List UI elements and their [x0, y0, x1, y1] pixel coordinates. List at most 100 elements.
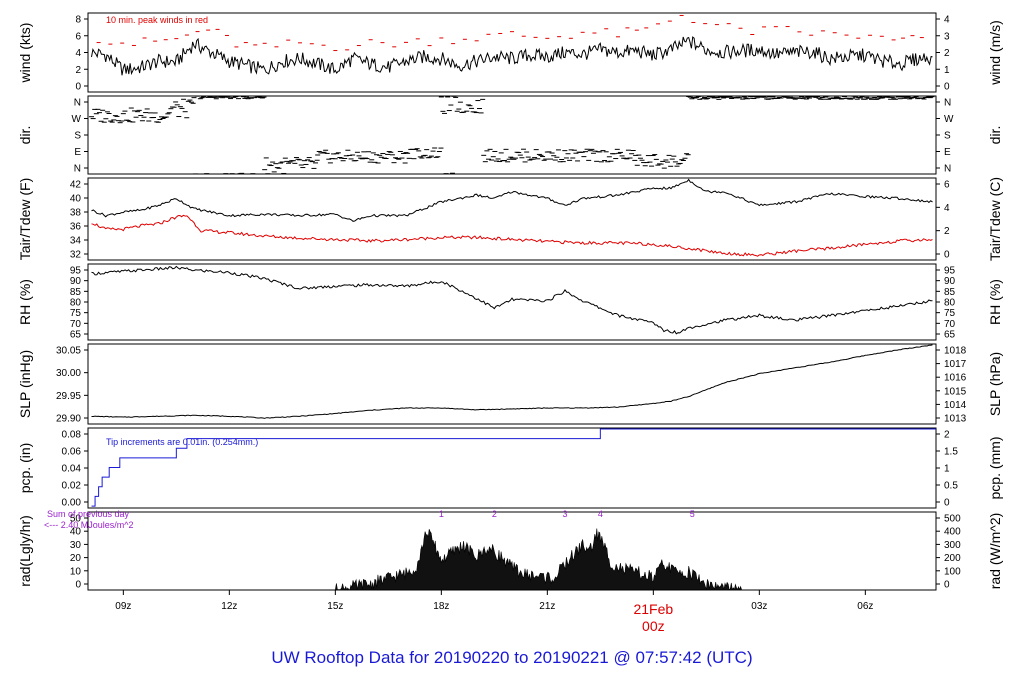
panel-frame	[87, 263, 937, 341]
series-line-slp	[91, 344, 933, 419]
annotation-tip-increments: Tip increments are 0.01in. (0.254mm.)	[106, 437, 258, 447]
y-axis-label: dir.	[987, 126, 1003, 145]
y-tick-label: 0.06	[62, 447, 82, 458]
y-tick-label: 0	[944, 580, 950, 591]
x-tick-label: 03z	[751, 601, 767, 612]
y-tick-label: 70	[944, 319, 956, 330]
y-axis-label: Tair/Tdew (C)	[987, 177, 1003, 261]
y-tick-label: 40	[70, 194, 82, 205]
y-tick-label: N	[74, 164, 81, 175]
y-tick-label: 6	[75, 31, 81, 42]
y-axis-label: wind (kts)	[17, 23, 33, 84]
y-tick-label: 100	[944, 566, 961, 577]
y-tick-label: 30.05	[56, 346, 81, 357]
y-tick-label: 8	[75, 15, 81, 26]
y-tick-label: 6	[944, 180, 950, 191]
y-tick-label: 85	[944, 287, 956, 298]
y-tick-label: 90	[70, 276, 82, 287]
y-tick-label: 2	[944, 226, 950, 237]
y-tick-label: N	[944, 164, 951, 175]
panel-pcp: 0.08 0.06 0.04 0.02 0.00 2 1.5 1 0.5 0 pcp. (in) pc…	[17, 427, 1003, 509]
radiation-marker-label: 2	[492, 509, 497, 519]
y-tick-label: 90	[944, 276, 956, 287]
y-tick-label: 1018	[944, 346, 967, 357]
y-tick-label: 80	[944, 298, 956, 309]
y-axis-label: pcp. (in)	[17, 443, 33, 494]
y-axis-label: dir.	[17, 126, 33, 145]
series-line-tdew	[91, 214, 933, 257]
y-tick-label: 0	[944, 250, 950, 261]
y-tick-label: 4	[75, 48, 81, 59]
y-tick-label: 400	[944, 527, 961, 538]
y-tick-label: N	[944, 98, 951, 109]
panel-frame	[87, 95, 937, 175]
y-tick-label: 65	[944, 330, 956, 341]
y-tick-label: 70	[70, 319, 82, 330]
y-tick-label: 50	[70, 514, 82, 525]
y-tick-label: 2	[944, 48, 950, 59]
x-tick-label: 06z	[857, 601, 873, 612]
y-tick-label: 29.95	[56, 391, 81, 402]
series-line-wind	[91, 36, 933, 76]
y-axis-label: SLP (inHg)	[17, 350, 33, 418]
y-tick-label: 1013	[944, 414, 967, 425]
y-tick-label: 38	[70, 208, 82, 219]
y-tick-label: 75	[70, 308, 82, 319]
y-tick-label: 1017	[944, 359, 967, 370]
y-tick-label: 42	[70, 180, 82, 191]
y-tick-label: 4	[944, 203, 950, 214]
y-tick-label: 1015	[944, 386, 967, 397]
y-tick-label: 200	[944, 553, 961, 564]
y-tick-label: N	[74, 98, 81, 109]
y-tick-label: 1014	[944, 400, 967, 411]
x-tick-label: 21z	[539, 601, 555, 612]
y-tick-label: E	[74, 147, 81, 158]
y-tick-label: 1.5	[944, 447, 958, 458]
y-tick-label: 95	[944, 266, 956, 277]
panel-slp: 30.05 30.00 29.95 29.90 1018 1017 1016 1015 1014…	[17, 343, 1003, 425]
radiation-marker-label: 5	[690, 509, 695, 519]
y-tick-label: E	[944, 147, 951, 158]
y-tick-label: 4	[944, 15, 950, 26]
y-tick-label: 30	[70, 540, 82, 551]
annotation-sum-previous-day: Sum of previous day	[47, 509, 130, 519]
x-tick-label: 09z	[115, 601, 131, 612]
y-tick-label: 29.90	[56, 414, 81, 425]
y-tick-label: 0.00	[62, 498, 82, 509]
x-tick-label: 12z	[221, 601, 237, 612]
y-tick-label: 0.04	[62, 464, 82, 475]
y-tick-label: 80	[70, 298, 82, 309]
y-axis-label: SLP (hPa)	[987, 352, 1003, 416]
y-tick-label: 75	[944, 308, 956, 319]
y-tick-label: 3	[944, 31, 950, 42]
x-date-label: 21Feb	[633, 601, 673, 617]
y-tick-label: 40	[70, 527, 82, 538]
page-title: UW Rooftop Data for 20190220 to 20190221…	[271, 648, 753, 667]
y-tick-label: 0.02	[62, 481, 82, 492]
y-tick-label: W	[72, 114, 82, 125]
y-tick-label: S	[944, 131, 951, 142]
radiation-marker-label: 3	[562, 509, 567, 519]
y-tick-label: 36	[70, 222, 82, 233]
y-tick-label: 65	[70, 330, 82, 341]
y-tick-label: 0	[75, 82, 81, 93]
y-axis-label: rad(Lgly/hr)	[17, 515, 33, 587]
y-axis-label: rad (W/m^2)	[987, 513, 1003, 590]
annotation-daily-total: <--- 2.40 MJoules/m^2	[44, 520, 134, 530]
y-tick-label: 1016	[944, 373, 967, 384]
y-tick-label: 1	[944, 65, 950, 76]
y-tick-label: 0.5	[944, 481, 958, 492]
y-tick-label: 0	[75, 580, 81, 591]
series-line-tair	[91, 178, 933, 222]
y-tick-label: 95	[70, 266, 82, 277]
x-tick-label: 15z	[327, 601, 343, 612]
y-axis-label: wind (m/s)	[987, 20, 1003, 86]
x-date-sublabel: 00z	[642, 618, 665, 634]
panel-wind: 8 6 4 2 0 4 3 2 1 0 wind (kts) wind (m/s)	[17, 12, 1003, 93]
